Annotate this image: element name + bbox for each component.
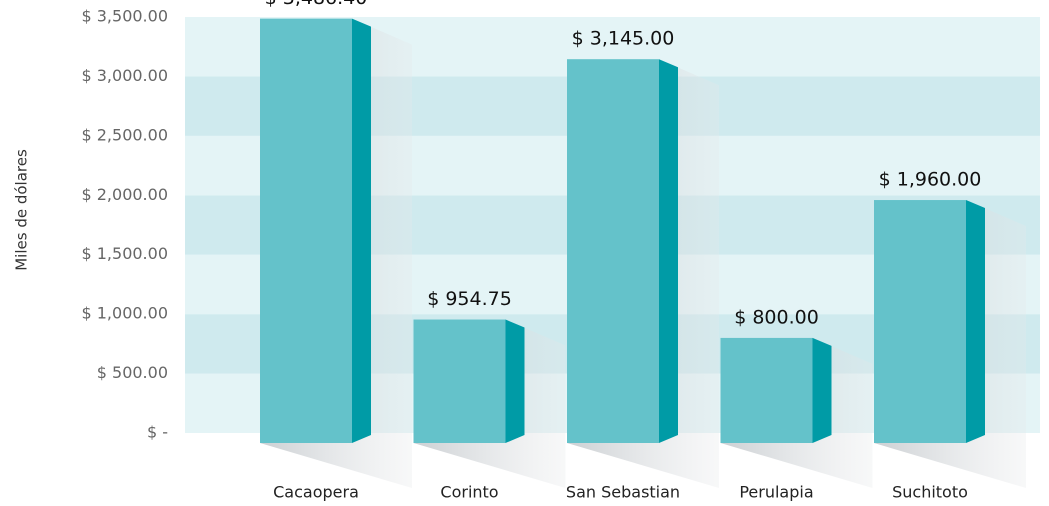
bar — [720, 337, 813, 443]
y-tick-label: $ 3,500.00 — [81, 7, 168, 26]
y-tick-label: $ 500.00 — [97, 363, 168, 382]
bar-side — [352, 18, 371, 444]
bar-side — [659, 59, 678, 444]
x-tick-label: Perulapia — [739, 483, 813, 502]
bar — [567, 59, 659, 444]
x-tick-label: San Sebastian — [566, 483, 680, 502]
bar-side — [812, 337, 832, 443]
y-tick-label: $ - — [147, 423, 168, 442]
y-tick-label: $ 2,000.00 — [81, 185, 168, 204]
bar — [260, 18, 352, 444]
value-label: $ 800.00 — [734, 306, 819, 328]
y-tick-label: $ 1,500.00 — [81, 244, 168, 263]
x-tick-label: Suchitoto — [892, 483, 968, 502]
bar-side — [966, 200, 985, 443]
bar — [413, 319, 506, 443]
bar-side — [505, 319, 525, 443]
y-tick-label: $ 1,000.00 — [81, 304, 168, 323]
value-label: $ 1,960.00 — [879, 169, 982, 191]
y-tick-label: $ 3,000.00 — [81, 66, 168, 85]
value-label: $ 3,145.00 — [572, 28, 675, 50]
y-axis-label: Miles de dólares — [13, 149, 31, 271]
x-tick-label: Cacaopera — [273, 483, 359, 502]
value-label: $ 3,486.40 — [265, 0, 368, 9]
y-tick-label: $ 2,500.00 — [81, 125, 168, 144]
x-tick-label: Corinto — [440, 483, 498, 502]
value-label: $ 954.75 — [427, 288, 512, 310]
bar — [874, 200, 966, 443]
